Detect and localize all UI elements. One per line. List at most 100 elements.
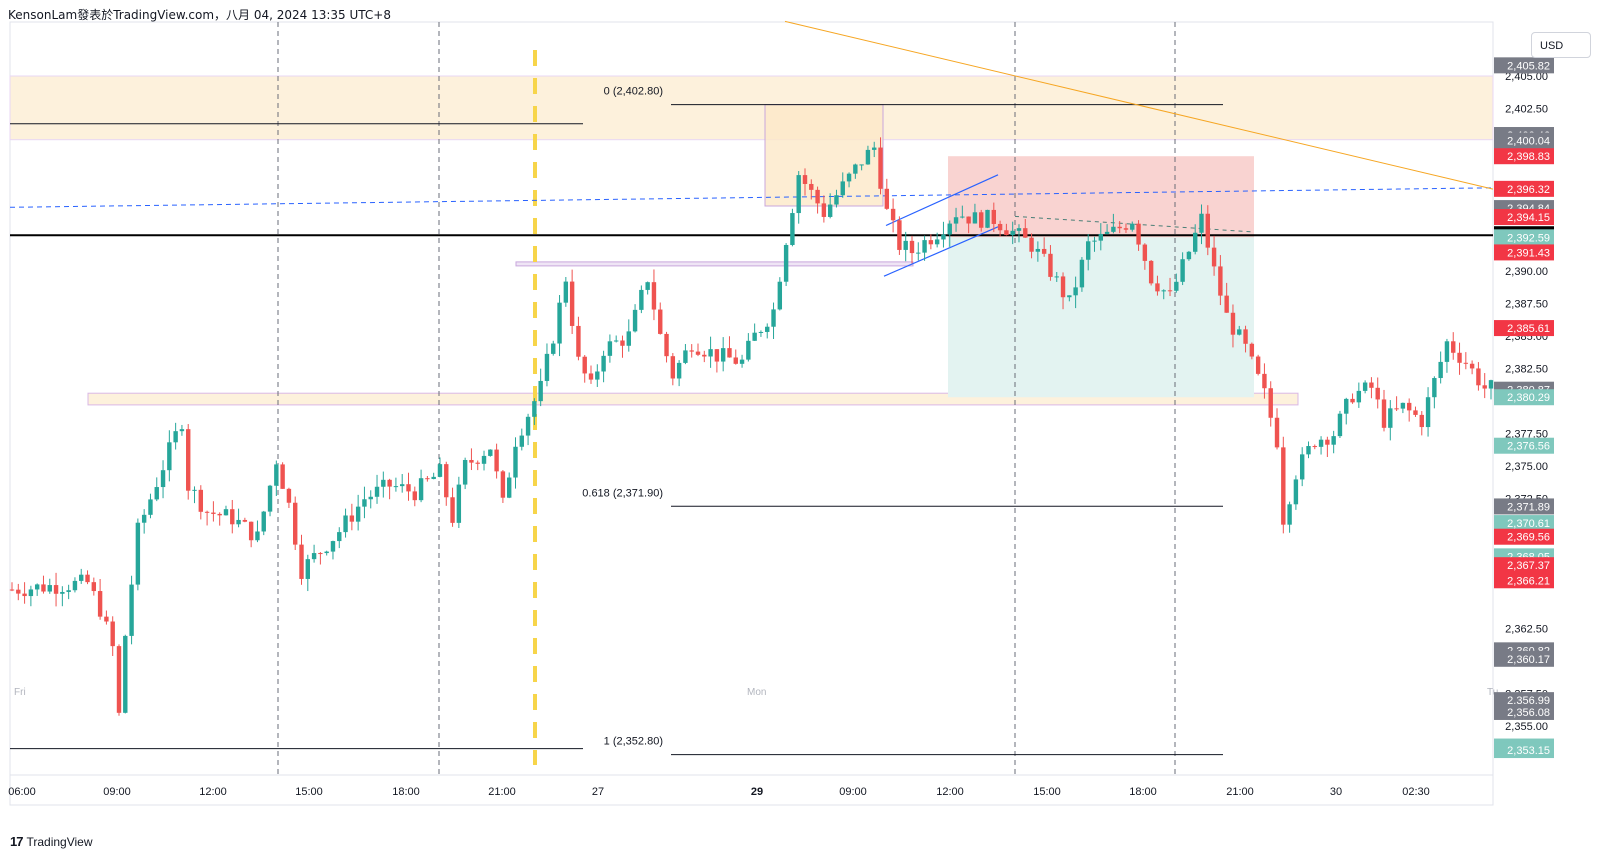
candle-body-218 [1381,399,1387,428]
x-axis: 06:00 09:00 12:00 15:00 18:00 21:00 27 29 09:00 1… [8,687,1498,798]
candle-body-90 [576,325,581,357]
price-badge-15 [1494,515,1554,532]
candle-body-130 [827,204,833,217]
candle-body-73 [469,459,474,463]
candle-body-115 [733,357,738,364]
candle-body-1 [16,589,21,594]
candle-body-235 [1488,380,1494,389]
candle-body-5 [41,584,46,592]
y-tick-label-12: 2,355.00 [1505,721,1548,733]
candle-body-2 [22,593,27,597]
candle-body-220 [1394,408,1399,410]
candle-body-213 [1350,398,1355,403]
candle-body-186 [1180,259,1185,282]
candle-body-75 [481,455,487,464]
candle-body-98 [626,331,631,346]
price-badge-text-13: 2,376.56 [1507,441,1550,453]
price-badge-8 [1494,229,1554,246]
candle-body-178 [1130,223,1135,230]
candle-body-100 [639,289,644,310]
candle-body-134 [853,164,858,174]
price-badge-text-15: 2,370.61 [1507,518,1550,530]
day-label-0: Fri [14,687,26,698]
candle-body-33 [217,513,222,516]
candle-body-183 [1161,290,1166,292]
tradingview-logo-icon: 17 [10,834,24,849]
take-profit-area [948,237,1254,398]
price-badge-text-19: 2,366.21 [1507,575,1550,587]
range-zone [515,261,914,267]
candle-body-148 [941,234,946,240]
consolidation-box [764,104,884,207]
candle-body-9 [66,590,71,592]
candle-body-189 [1199,213,1204,233]
y-tick-label-10: 2,362.50 [1505,624,1548,636]
candle-body-37 [242,519,248,522]
candle-body-164 [1041,248,1047,254]
candle-body-62 [400,484,405,487]
candle-body-225 [1425,397,1431,428]
candle-body-53 [343,515,348,533]
price-badge-25 [1494,742,1554,759]
candle-body-7 [53,585,59,594]
candle-body-51 [330,541,336,552]
channel-upper [885,174,999,227]
candle-body-177 [1123,228,1129,230]
price-badge-text-12: 2,380.29 [1507,392,1550,404]
candle-body-140 [890,208,896,221]
candle-body-229 [1451,341,1456,353]
x-tick-label-1: 09:00 [103,786,131,798]
candle-body-81 [519,435,524,447]
candle-body-112 [714,349,720,362]
x-tick-label-12: 21:00 [1226,786,1254,798]
candle-body-43 [280,464,285,489]
price-badge-21 [1494,650,1554,667]
price-badge-0 [1494,57,1554,74]
price-badge-text-2: 2,400.04 [1507,135,1550,147]
drawings-layer: 0 (2,402.80) 0.618 (2,371.90) 1 (2,352.80) [9,20,1494,756]
y-tick-label-7: 2,375.00 [1505,461,1548,473]
candle-body-221 [1400,402,1406,409]
price-badge-14 [1494,498,1554,515]
candle-body-110 [702,354,707,357]
candle-body-104 [664,333,669,357]
candle-body-138 [878,147,883,189]
price-badge-text-10: 2,385.61 [1507,323,1550,335]
candle-body-92 [588,373,594,380]
tradingview-footer[interactable]: 17 TradingView [10,834,93,849]
x-tick-label-0: 06:00 [8,786,36,798]
price-badge-9 [1494,244,1554,261]
candle-body-226 [1432,378,1437,398]
candle-body-157 [997,223,1003,231]
candle-body-135 [859,164,864,166]
price-badge-text-4: 2,396.32 [1507,184,1550,196]
candle-body-88 [563,281,569,303]
candle-body-108 [689,350,694,352]
candle-body-50 [324,551,329,554]
candle-body-70 [450,497,455,523]
candle-body-22 [148,499,153,515]
price-badge-text-0: 2,405.82 [1507,60,1550,72]
candle-body-105 [670,356,676,379]
price-badge-text-14: 2,371.89 [1507,501,1550,513]
candle-body-18 [123,635,128,713]
y-tick-label-5: 2,382.50 [1505,364,1548,376]
candle-body-122 [777,281,783,310]
fib-label-0: 0 (2,402.80) [604,86,663,98]
candle-body-224 [1419,414,1424,428]
candle-body-99 [632,309,638,332]
candle-body-29 [192,489,197,491]
candle-body-131 [834,195,839,205]
y-tick-label-6: 2,377.50 [1505,429,1548,441]
blue-dashed-line [9,187,1494,208]
candle-body-165 [1048,253,1053,277]
candle-body-31 [204,511,210,513]
candle-body-181 [1148,260,1154,284]
candle-body-114 [727,348,732,358]
candle-body-74 [475,462,480,464]
candle-body-168 [1067,295,1072,298]
candle-body-26 [173,431,178,443]
currency-button[interactable]: USD [1531,32,1591,58]
candle-body-82 [525,416,531,436]
